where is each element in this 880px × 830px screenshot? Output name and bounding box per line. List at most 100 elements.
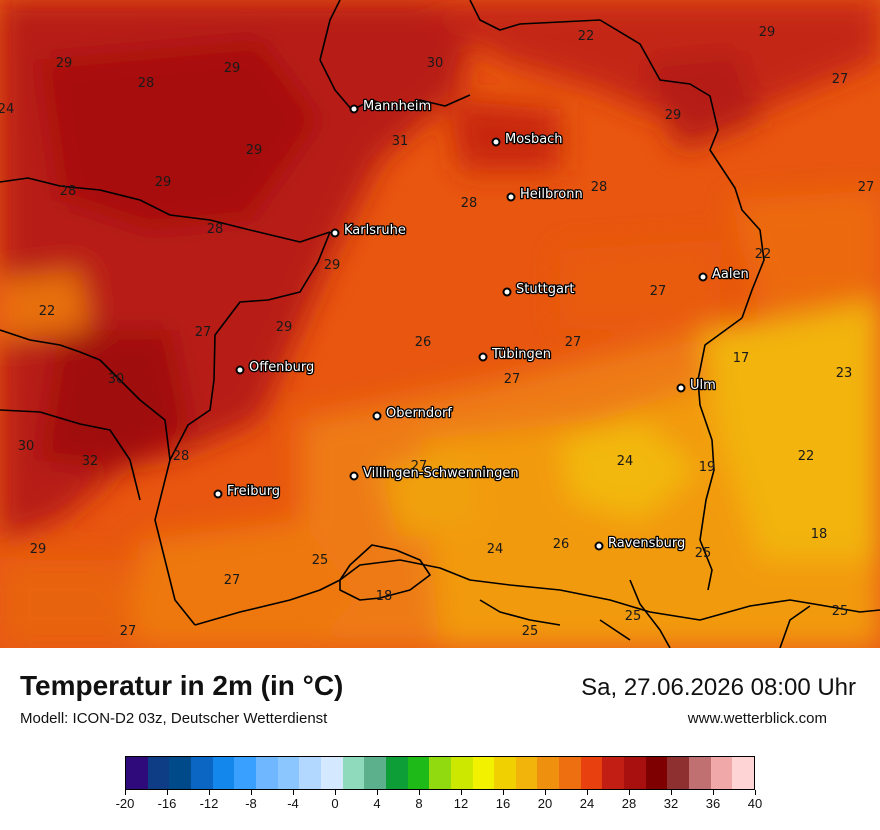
scale-tick — [208, 790, 210, 795]
color-swatch — [364, 757, 386, 789]
city-label: Karlsruhe — [344, 223, 406, 238]
temperature-label: 24 — [0, 102, 14, 117]
color-swatch — [710, 757, 733, 789]
city-dot — [478, 352, 488, 362]
city-dot — [235, 365, 245, 375]
scale-tick-label: -12 — [199, 796, 219, 811]
temperature-label: 22 — [39, 304, 56, 319]
scale-tick-label: -8 — [245, 796, 257, 811]
scale-tick-label: 4 — [373, 796, 381, 811]
color-swatch — [407, 757, 430, 789]
city-marker: Stuttgart — [502, 281, 576, 298]
color-swatch — [299, 757, 321, 789]
color-swatch — [385, 757, 408, 789]
temperature-label: 26 — [415, 335, 432, 350]
temperature-label: 27 — [224, 573, 241, 588]
city-dot — [594, 541, 604, 551]
scale-tick-label: 20 — [537, 796, 553, 811]
color-swatch — [559, 757, 581, 789]
city-dot — [213, 489, 223, 499]
temperature-label: 30 — [108, 372, 125, 387]
color-swatch — [494, 757, 516, 789]
temperature-label: 18 — [376, 589, 393, 604]
scale-tick-label: -4 — [287, 796, 299, 811]
scale-tick-label: 8 — [415, 796, 423, 811]
city-marker: Heilbronn — [506, 186, 584, 203]
temperature-label: 28 — [461, 196, 478, 211]
city-dot — [491, 137, 501, 147]
scale-tick — [124, 790, 126, 795]
scale-tick-label: 16 — [495, 796, 511, 811]
color-swatch — [429, 757, 451, 789]
temperature-label: 27 — [858, 180, 875, 195]
temperature-label: 29 — [246, 143, 263, 158]
scale-tick — [166, 790, 168, 795]
city-dot — [502, 287, 512, 297]
color-swatch — [126, 757, 148, 789]
color-swatch — [277, 757, 300, 789]
color-swatch — [190, 757, 213, 789]
city-marker: Oberndorf — [372, 405, 454, 422]
color-swatch — [255, 757, 278, 789]
temperature-label: 27 — [832, 72, 849, 87]
city-label: Ravensburg — [608, 536, 685, 551]
temperature-label: 19 — [699, 460, 716, 475]
scale-tick-label: -20 — [115, 796, 135, 811]
temperature-label: 27 — [120, 624, 137, 639]
scale-tick — [418, 790, 420, 795]
temperature-label: 29 — [155, 175, 172, 190]
model-source: Modell: ICON-D2 03z, Deutscher Wetterdie… — [20, 710, 328, 727]
color-swatch — [212, 757, 235, 789]
temperature-label: 27 — [504, 372, 521, 387]
scale-tick — [628, 790, 630, 795]
city-dot — [372, 411, 382, 421]
scale-tick-label: 12 — [453, 796, 469, 811]
temperature-labels: 29 28 29 30 22 29 24 27 29 31 29 28 29 28 27 28 28 22 29 22… — [0, 25, 874, 639]
country-borders — [0, 0, 880, 648]
city-marker: Karlsruhe — [330, 222, 407, 239]
city-marker: Villingen-Schwenningen — [349, 465, 520, 482]
temperature-label: 25 — [832, 604, 849, 619]
city-markers: Mannheim Mosbach Heilbronn Karlsruhe Stuttga… — [213, 98, 750, 552]
city-marker: Offenburg — [235, 359, 316, 376]
color-swatch — [450, 757, 473, 789]
scale-tick-label: 28 — [621, 796, 637, 811]
temperature-label: 31 — [392, 134, 409, 149]
temperature-label: 28 — [138, 76, 155, 91]
color-swatch — [580, 757, 603, 789]
temperature-label: 22 — [798, 449, 815, 464]
city-label: Aalen — [712, 267, 749, 282]
city-dot — [506, 192, 516, 202]
temperature-label: 24 — [617, 454, 634, 469]
city-label: Offenburg — [249, 360, 314, 375]
website-link[interactable]: www.wetterblick.com — [687, 710, 827, 727]
city-label: Heilbronn — [520, 187, 583, 202]
city-dot — [330, 228, 340, 238]
scale-tick — [376, 790, 378, 795]
map-title: Temperatur in 2m (in °C) — [20, 670, 344, 701]
temperature-label: 26 — [553, 537, 570, 552]
temperature-label: 27 — [411, 459, 428, 474]
temperature-label: 25 — [625, 609, 642, 624]
color-swatch — [515, 757, 538, 789]
temperature-label: 29 — [276, 320, 293, 335]
city-label: Freiburg — [227, 484, 280, 499]
temperature-label: 29 — [759, 25, 776, 40]
temperature-label: 23 — [836, 366, 853, 381]
city-dot — [349, 104, 359, 114]
temperature-label: 30 — [18, 439, 35, 454]
color-swatch — [732, 757, 755, 789]
scale-tick-label: -16 — [157, 796, 177, 811]
forecast-datetime: Sa, 27.06.2026 08:00 Uhr — [581, 674, 856, 701]
scale-tick — [586, 790, 588, 795]
temperature-label: 28 — [207, 222, 224, 237]
temperature-label: 18 — [811, 527, 828, 542]
city-label: Mosbach — [505, 132, 563, 147]
temperature-label: 28 — [591, 180, 608, 195]
temperature-label: 25 — [695, 546, 712, 561]
temperature-label: 25 — [312, 553, 329, 568]
scale-tick — [712, 790, 714, 795]
temperature-label: 29 — [56, 56, 73, 71]
color-swatch — [169, 757, 191, 789]
color-swatch — [624, 757, 646, 789]
